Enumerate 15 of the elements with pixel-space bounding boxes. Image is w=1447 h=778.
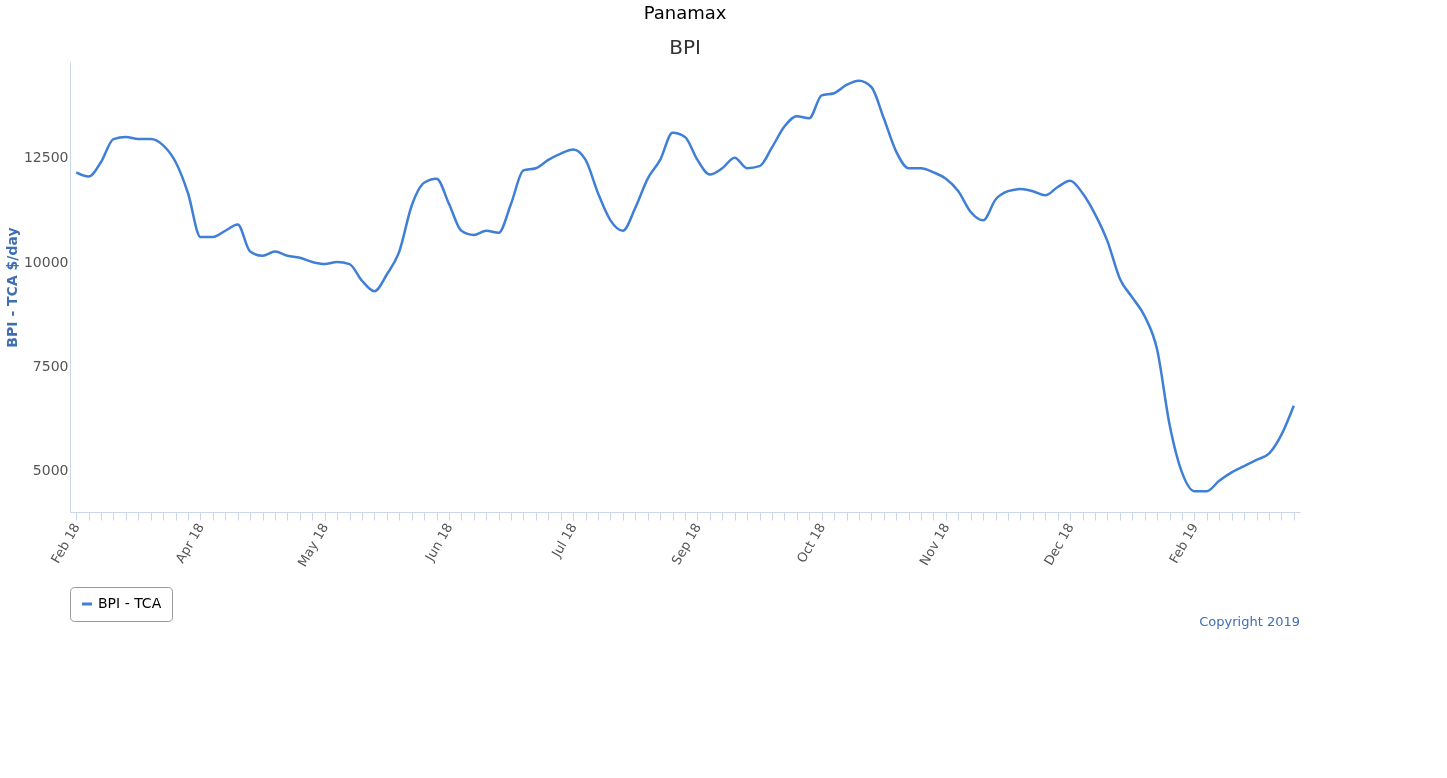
x-tick-label: Jun 18 xyxy=(421,520,456,565)
chart-subtitle: BPI xyxy=(669,35,701,59)
y-tick-label: 7500 xyxy=(32,357,69,374)
x-tick-label: Oct 18 xyxy=(793,520,829,566)
y-axis-title: BPI - TCA $/day xyxy=(3,227,20,348)
y-tick-label: 5000 xyxy=(32,461,69,478)
x-tick-label: Feb 19 xyxy=(1166,520,1201,566)
chart-title: Panamax xyxy=(643,2,727,23)
y-tick-label: 10000 xyxy=(23,253,69,270)
x-tick-label: Jul 18 xyxy=(548,520,580,561)
y-tick-label: 12500 xyxy=(23,149,69,166)
line-series xyxy=(74,79,1296,493)
x-tick-label: Feb 18 xyxy=(47,520,83,566)
legend-label: BPI - TCA xyxy=(98,595,162,611)
text: Copyright 2019 xyxy=(1199,614,1300,629)
